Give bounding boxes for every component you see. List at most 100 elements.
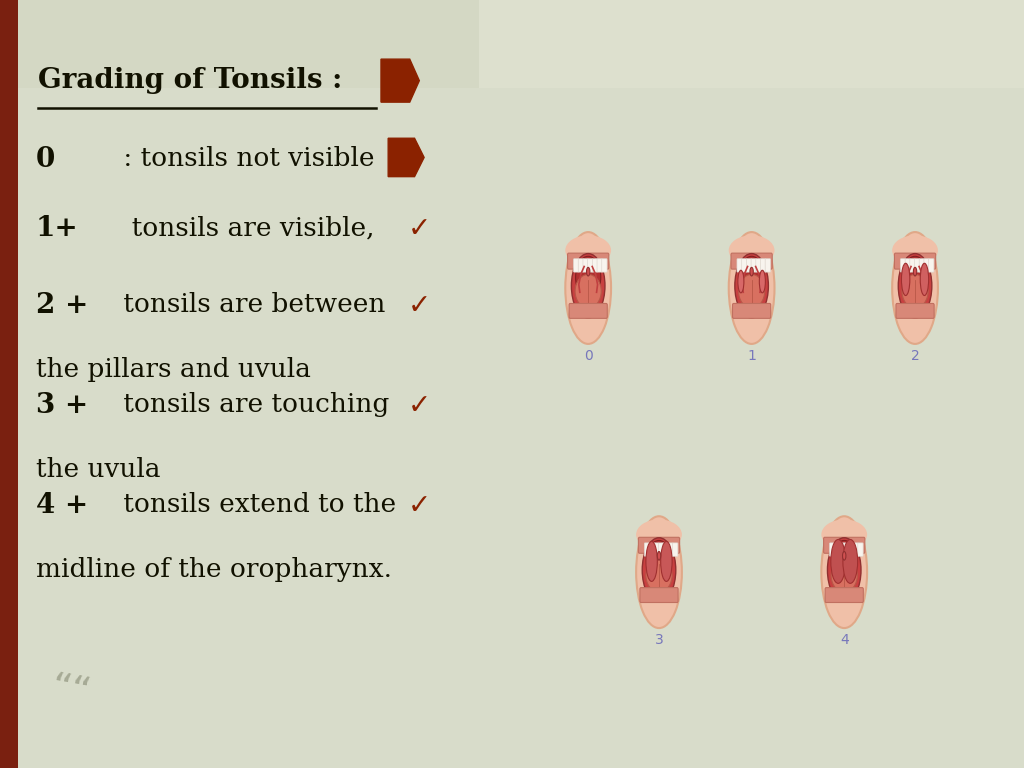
Polygon shape	[388, 138, 424, 177]
Ellipse shape	[571, 253, 605, 318]
FancyBboxPatch shape	[909, 259, 915, 272]
Ellipse shape	[898, 253, 932, 318]
FancyBboxPatch shape	[856, 589, 862, 601]
FancyBboxPatch shape	[841, 589, 847, 601]
FancyBboxPatch shape	[743, 305, 750, 316]
Ellipse shape	[827, 538, 861, 602]
Ellipse shape	[739, 257, 764, 298]
FancyBboxPatch shape	[923, 305, 928, 316]
Ellipse shape	[575, 274, 601, 308]
FancyBboxPatch shape	[651, 589, 656, 601]
FancyBboxPatch shape	[574, 305, 581, 316]
FancyBboxPatch shape	[0, 0, 479, 88]
FancyBboxPatch shape	[844, 543, 849, 556]
FancyBboxPatch shape	[918, 305, 923, 316]
FancyBboxPatch shape	[592, 259, 598, 272]
Ellipse shape	[642, 538, 676, 602]
FancyBboxPatch shape	[0, 0, 18, 768]
Ellipse shape	[843, 551, 846, 560]
Ellipse shape	[830, 539, 846, 584]
Text: tonsils are visible,: tonsils are visible,	[115, 215, 375, 240]
Ellipse shape	[738, 270, 743, 293]
FancyBboxPatch shape	[920, 259, 925, 272]
Ellipse shape	[902, 257, 928, 298]
Text: 3 +: 3 +	[36, 392, 88, 419]
Text: 1: 1	[748, 349, 756, 363]
Text: 4 +: 4 +	[36, 492, 88, 518]
Text: tonsils are between: tonsils are between	[115, 292, 385, 317]
Text: 4: 4	[840, 634, 849, 647]
Text: 0: 0	[584, 349, 593, 363]
Ellipse shape	[760, 270, 765, 293]
FancyBboxPatch shape	[751, 259, 757, 272]
FancyBboxPatch shape	[761, 259, 766, 272]
FancyBboxPatch shape	[929, 259, 934, 272]
FancyBboxPatch shape	[588, 259, 593, 272]
FancyBboxPatch shape	[825, 588, 863, 603]
Text: tonsils are touching: tonsils are touching	[115, 392, 389, 417]
FancyBboxPatch shape	[830, 589, 837, 601]
Ellipse shape	[913, 267, 916, 276]
Text: 1+: 1+	[36, 215, 79, 242]
FancyBboxPatch shape	[656, 589, 662, 601]
Ellipse shape	[821, 519, 867, 550]
FancyBboxPatch shape	[754, 305, 760, 316]
FancyBboxPatch shape	[597, 259, 602, 272]
Ellipse shape	[636, 519, 682, 550]
Ellipse shape	[729, 232, 774, 344]
Text: ✓: ✓	[408, 292, 431, 319]
FancyBboxPatch shape	[912, 305, 918, 316]
Text: 2: 2	[910, 349, 920, 363]
Text: the uvula: the uvula	[36, 457, 161, 482]
FancyBboxPatch shape	[673, 543, 678, 556]
Ellipse shape	[735, 253, 768, 318]
FancyBboxPatch shape	[896, 303, 934, 319]
FancyBboxPatch shape	[638, 538, 680, 553]
Ellipse shape	[729, 235, 774, 266]
Polygon shape	[381, 59, 420, 102]
FancyBboxPatch shape	[668, 543, 673, 556]
Ellipse shape	[892, 232, 938, 344]
FancyBboxPatch shape	[579, 259, 584, 272]
FancyBboxPatch shape	[836, 589, 842, 601]
FancyBboxPatch shape	[590, 305, 596, 316]
Ellipse shape	[831, 558, 857, 592]
FancyBboxPatch shape	[649, 543, 654, 556]
Ellipse shape	[587, 267, 590, 276]
Text: : tonsils not visible: : tonsils not visible	[115, 146, 375, 171]
FancyBboxPatch shape	[764, 305, 770, 316]
FancyBboxPatch shape	[658, 543, 664, 556]
FancyBboxPatch shape	[583, 259, 588, 272]
Ellipse shape	[646, 541, 657, 581]
FancyBboxPatch shape	[595, 305, 601, 316]
Ellipse shape	[636, 516, 682, 628]
FancyBboxPatch shape	[900, 259, 906, 272]
FancyBboxPatch shape	[738, 305, 744, 316]
Text: midline of the oropharynx.: midline of the oropharynx.	[36, 557, 392, 582]
FancyBboxPatch shape	[851, 589, 857, 601]
FancyBboxPatch shape	[737, 259, 742, 272]
Ellipse shape	[831, 541, 857, 582]
FancyBboxPatch shape	[835, 543, 840, 556]
Ellipse shape	[646, 541, 672, 582]
Ellipse shape	[575, 257, 601, 298]
Text: ““: ““	[48, 670, 94, 714]
FancyBboxPatch shape	[839, 543, 845, 556]
Text: 2 +: 2 +	[36, 292, 88, 319]
FancyBboxPatch shape	[602, 259, 607, 272]
FancyBboxPatch shape	[765, 259, 770, 272]
FancyBboxPatch shape	[644, 543, 649, 556]
Text: Grading of Tonsils :: Grading of Tonsils :	[38, 67, 343, 94]
FancyBboxPatch shape	[646, 589, 651, 601]
FancyBboxPatch shape	[653, 543, 659, 556]
Ellipse shape	[902, 274, 928, 308]
FancyBboxPatch shape	[731, 253, 772, 269]
FancyBboxPatch shape	[756, 259, 761, 272]
Text: 0: 0	[36, 146, 55, 173]
Ellipse shape	[660, 541, 672, 581]
FancyBboxPatch shape	[914, 259, 920, 272]
Ellipse shape	[657, 551, 660, 560]
Ellipse shape	[565, 232, 611, 344]
Ellipse shape	[738, 274, 765, 308]
Ellipse shape	[843, 539, 858, 584]
